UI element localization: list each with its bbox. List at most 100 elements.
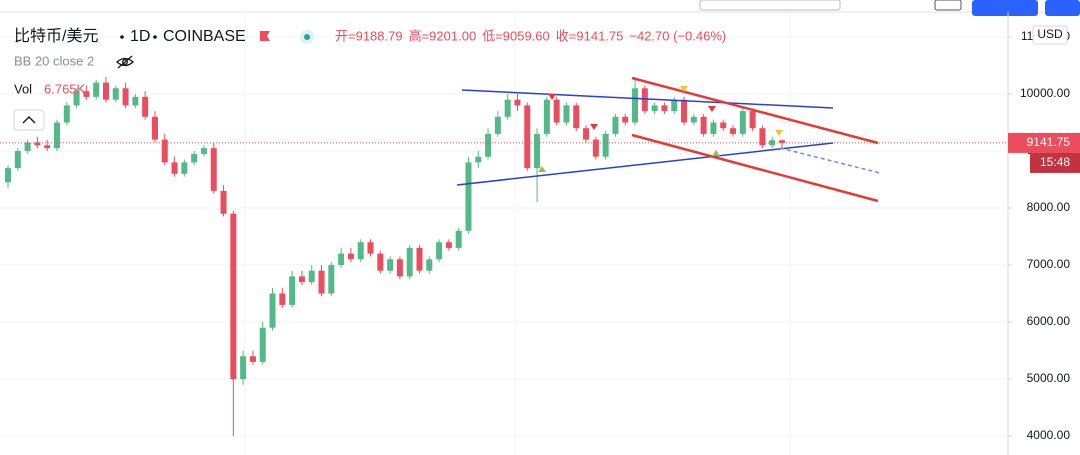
candle-body bbox=[573, 105, 580, 129]
collapse-button[interactable] bbox=[13, 109, 45, 131]
candle-body bbox=[769, 140, 776, 146]
candle-body bbox=[543, 99, 550, 134]
candle-body bbox=[436, 242, 443, 260]
countdown: 15:48 bbox=[1040, 155, 1070, 169]
candle-body bbox=[681, 99, 688, 123]
candle-body bbox=[739, 111, 746, 134]
candle-body bbox=[406, 247, 413, 277]
candle-body bbox=[308, 270, 315, 283]
candle-body bbox=[328, 265, 335, 294]
candle-body bbox=[161, 139, 168, 163]
candle-body bbox=[151, 116, 158, 140]
candle-body bbox=[524, 105, 531, 169]
ohlc-value: 高=9201.00 bbox=[409, 28, 477, 43]
toolbar bbox=[0, 0, 1080, 16]
vertical-grid bbox=[244, 12, 791, 455]
candle-body bbox=[396, 259, 403, 277]
candle-body bbox=[416, 247, 423, 271]
candle-body bbox=[83, 91, 90, 97]
y-axis: 4000.005000.006000.007000.008000.009000.… bbox=[1008, 29, 1080, 442]
candle-body bbox=[191, 153, 198, 163]
candle-body bbox=[357, 242, 364, 260]
candle-body bbox=[289, 276, 296, 305]
candle-body bbox=[583, 128, 590, 140]
candle-body bbox=[200, 148, 207, 154]
toolbar-select[interactable] bbox=[699, 0, 841, 11]
candle-body bbox=[387, 259, 394, 271]
candle-body bbox=[171, 162, 178, 174]
candle-body bbox=[445, 242, 452, 248]
candle-body bbox=[112, 88, 119, 100]
publish-button[interactable] bbox=[972, 0, 1038, 16]
candle-body bbox=[661, 105, 668, 112]
candle-body bbox=[749, 111, 756, 129]
candle-body bbox=[494, 116, 501, 134]
ohlc-value: 收=9141.75 bbox=[556, 28, 624, 43]
y-tick-label: 5000.00 bbox=[1027, 371, 1071, 385]
candle-body bbox=[602, 133, 609, 157]
flag-icon[interactable] bbox=[260, 31, 270, 41]
y-tick-label: 4000.00 bbox=[1027, 428, 1071, 442]
candle-body bbox=[122, 88, 129, 106]
avatar-button[interactable] bbox=[1045, 0, 1080, 16]
candle-body bbox=[240, 356, 247, 380]
candle-body bbox=[730, 128, 737, 134]
candle-body bbox=[269, 293, 276, 328]
interval: 1D bbox=[130, 28, 150, 45]
candle-body bbox=[367, 242, 374, 254]
candle-body bbox=[377, 253, 384, 271]
candle-body bbox=[53, 122, 60, 149]
volume-value: 6.765K bbox=[44, 81, 86, 96]
candle-body bbox=[710, 122, 717, 134]
candle-body bbox=[279, 293, 286, 305]
candle-body bbox=[632, 88, 639, 123]
candle-body bbox=[259, 327, 266, 362]
candle-body bbox=[93, 82, 100, 97]
candle-body bbox=[318, 270, 325, 294]
currency-box[interactable] bbox=[1032, 25, 1068, 45]
candle-body bbox=[63, 105, 70, 123]
candle-body bbox=[338, 253, 345, 266]
symbol: 比特币/美元 bbox=[14, 27, 98, 45]
exchange: COINBASE bbox=[163, 28, 246, 45]
candle-body bbox=[465, 162, 472, 231]
candle-body bbox=[14, 151, 21, 169]
candle-body bbox=[700, 116, 707, 134]
candle-body bbox=[455, 230, 462, 248]
y-tick-label: 10000.00 bbox=[1020, 86, 1070, 100]
candle-body bbox=[759, 128, 766, 146]
countdown-box bbox=[1030, 152, 1080, 173]
y-tick-label: 6000.00 bbox=[1027, 314, 1071, 328]
header: 比特币/美元 1D COINBASE 开=9188.79 高=9201.00 低=9… bbox=[13, 27, 726, 131]
candle-body bbox=[671, 99, 678, 112]
candle-body bbox=[504, 99, 511, 117]
y-tick-label: 7000.00 bbox=[1027, 257, 1071, 271]
candle-body bbox=[102, 82, 109, 100]
candle-body bbox=[485, 133, 492, 157]
candle-body bbox=[651, 105, 658, 112]
candle-body bbox=[514, 99, 521, 106]
candle-body bbox=[592, 139, 599, 157]
candle-body bbox=[298, 276, 305, 283]
candle-body bbox=[475, 156, 482, 163]
candle-body bbox=[24, 142, 31, 152]
candle-body bbox=[210, 148, 217, 191]
candle-body bbox=[34, 142, 41, 146]
ohlc-value: −42.70 (−0.46%) bbox=[629, 28, 726, 43]
candle-body bbox=[220, 190, 227, 214]
candle-body bbox=[230, 213, 237, 380]
candle-body bbox=[44, 145, 51, 149]
candle-body bbox=[641, 88, 648, 112]
candle-body bbox=[426, 259, 433, 271]
candle-body bbox=[142, 96, 149, 117]
candles bbox=[0, 76, 1008, 437]
grid bbox=[0, 36, 1008, 437]
candle-body bbox=[563, 105, 570, 123]
y-tick-label: 8000.00 bbox=[1027, 200, 1071, 214]
drawings bbox=[456, 76, 881, 203]
visibility-icon[interactable] bbox=[116, 55, 134, 69]
candle-body bbox=[73, 91, 80, 106]
toolbar-icon[interactable] bbox=[934, 0, 962, 11]
